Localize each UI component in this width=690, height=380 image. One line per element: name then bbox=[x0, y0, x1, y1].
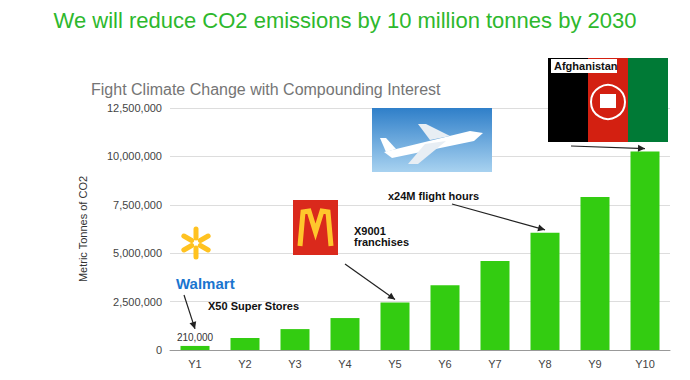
svg-text:Fight Climate Change with Comp: Fight Climate Change with Compounding In… bbox=[91, 81, 441, 98]
svg-text:Afghanistan: Afghanistan bbox=[554, 60, 618, 72]
svg-text:Y8: Y8 bbox=[538, 358, 551, 370]
svg-text:Y2: Y2 bbox=[238, 358, 251, 370]
svg-text:x24M flight hours: x24M flight hours bbox=[388, 190, 479, 202]
svg-text:5,000,000: 5,000,000 bbox=[113, 247, 162, 259]
svg-text:210,000: 210,000 bbox=[177, 332, 214, 343]
svg-text:2,500,000: 2,500,000 bbox=[113, 296, 162, 308]
svg-text:12,500,000: 12,500,000 bbox=[107, 102, 162, 114]
svg-text:Y10: Y10 bbox=[635, 358, 655, 370]
svg-text:Metric Tonnes of CO2: Metric Tonnes of CO2 bbox=[77, 176, 89, 282]
svg-text:7,500,000: 7,500,000 bbox=[113, 199, 162, 211]
svg-text:We will reduce CO2 emissions b: We will reduce CO2 emissions by 10 milli… bbox=[54, 8, 637, 33]
svg-text:Walmart: Walmart bbox=[176, 275, 235, 292]
svg-text:10,000,000: 10,000,000 bbox=[107, 150, 162, 162]
svg-text:franchises: franchises bbox=[354, 236, 409, 248]
svg-text:Y4: Y4 bbox=[338, 358, 351, 370]
svg-text:0: 0 bbox=[156, 344, 162, 356]
svg-text:Y1: Y1 bbox=[188, 358, 201, 370]
svg-text:Y9: Y9 bbox=[588, 358, 601, 370]
svg-text:X50 Super Stores: X50 Super Stores bbox=[208, 300, 299, 312]
svg-text:Y6: Y6 bbox=[438, 358, 451, 370]
svg-text:Y3: Y3 bbox=[288, 358, 301, 370]
svg-text:Y5: Y5 bbox=[388, 358, 401, 370]
svg-text:Y7: Y7 bbox=[488, 358, 501, 370]
svg-text:X9001: X9001 bbox=[354, 224, 389, 237]
